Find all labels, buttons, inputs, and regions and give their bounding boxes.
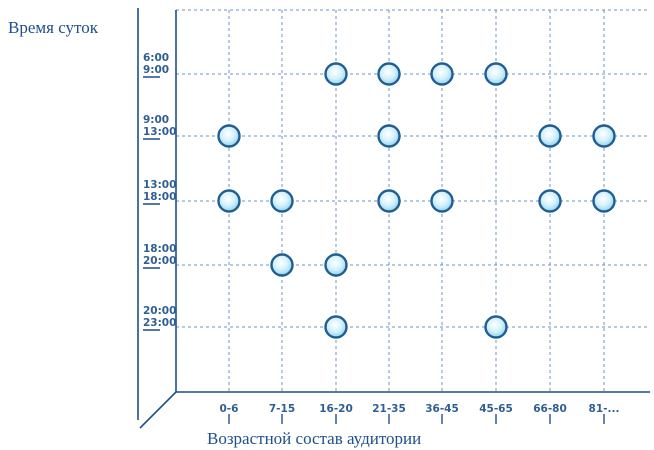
data-point-4: [217, 124, 241, 148]
x-axis-title: Возрастной состав аудитории: [207, 429, 421, 448]
x-tick-label-5: 45-65: [479, 403, 513, 415]
depth-diagonal-line: [139, 391, 177, 429]
x-tick-label-2: 16-20: [319, 403, 353, 415]
y-tick-label-3-start: 18:00: [143, 243, 176, 255]
data-point-0: [324, 62, 348, 86]
data-point-12: [538, 189, 562, 213]
x-tick-label-6: 66-80: [533, 403, 567, 415]
y-tick-label-0-end: 9:00: [143, 64, 169, 76]
grid-lines: [176, 9, 650, 392]
y-tick-label-4-start: 20:00: [143, 305, 176, 317]
data-point-6: [538, 124, 562, 148]
data-point-11: [430, 189, 454, 213]
y-axis-title: Время суток: [8, 18, 99, 37]
data-points: [217, 62, 616, 339]
data-point-2: [430, 62, 454, 86]
x-tick-label-0: 0-6: [220, 403, 239, 415]
data-point-8: [217, 189, 241, 213]
data-point-1: [377, 62, 401, 86]
y-tick-label-0-start: 6:00: [143, 52, 169, 64]
data-point-14: [270, 253, 294, 277]
x-tick-label-4: 36-45: [425, 403, 459, 415]
y-tick-label-1-start: 9:00: [143, 114, 169, 126]
data-point-9: [270, 189, 294, 213]
tick-labels: 6:009:009:0013:0013:0018:0018:0020:0020:…: [143, 52, 619, 424]
data-point-16: [324, 315, 348, 339]
data-point-7: [592, 124, 616, 148]
data-point-17: [484, 315, 508, 339]
y-tick-label-2-start: 13:00: [143, 179, 176, 191]
data-point-3: [484, 62, 508, 86]
x-tick-label-3: 21-35: [372, 403, 406, 415]
y-tick-label-1-end: 13:00: [143, 126, 176, 138]
data-point-5: [377, 124, 401, 148]
data-point-15: [324, 253, 348, 277]
x-tick-label-7: 81-...: [589, 403, 620, 415]
y-tick-label-3-end: 20:00: [143, 255, 176, 267]
y-tick-label-4-end: 23:00: [143, 317, 176, 329]
y-tick-label-2-end: 18:00: [143, 191, 176, 203]
data-point-10: [377, 189, 401, 213]
x-tick-label-1: 7-15: [269, 403, 295, 415]
data-point-13: [592, 189, 616, 213]
axes: [137, 8, 650, 429]
